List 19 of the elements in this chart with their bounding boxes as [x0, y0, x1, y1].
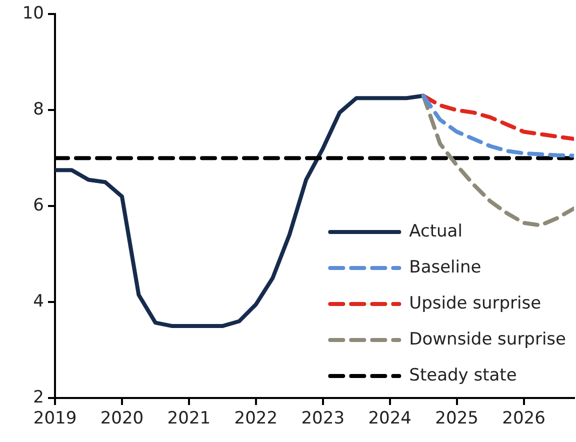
line-series — [421, 94, 574, 158]
x-tick-label: 2024 — [368, 408, 412, 429]
legend-label: Baseline — [409, 257, 482, 278]
x-tick-label: 2021 — [167, 408, 211, 429]
y-tick-label: 6 — [33, 196, 44, 216]
x-tick-label: 2025 — [435, 408, 478, 429]
legend-label: Steady state — [409, 365, 517, 386]
x-tick-label: 2020 — [100, 408, 144, 429]
x-tick-label: 2019 — [33, 408, 77, 429]
y-tick-label: 2 — [33, 387, 44, 408]
legend-label: Upside surprise — [409, 293, 542, 314]
x-tick-label: 2022 — [234, 408, 278, 429]
x-tick-label: 2023 — [301, 408, 345, 429]
x-tick-label: 2026 — [502, 408, 546, 429]
y-tick-label: 8 — [33, 100, 44, 120]
y-tick-label: 10 — [22, 4, 44, 24]
legend-label: Actual — [409, 221, 462, 242]
y-tick-label: 4 — [33, 291, 44, 312]
legend-label: Downside surprise — [409, 329, 566, 350]
